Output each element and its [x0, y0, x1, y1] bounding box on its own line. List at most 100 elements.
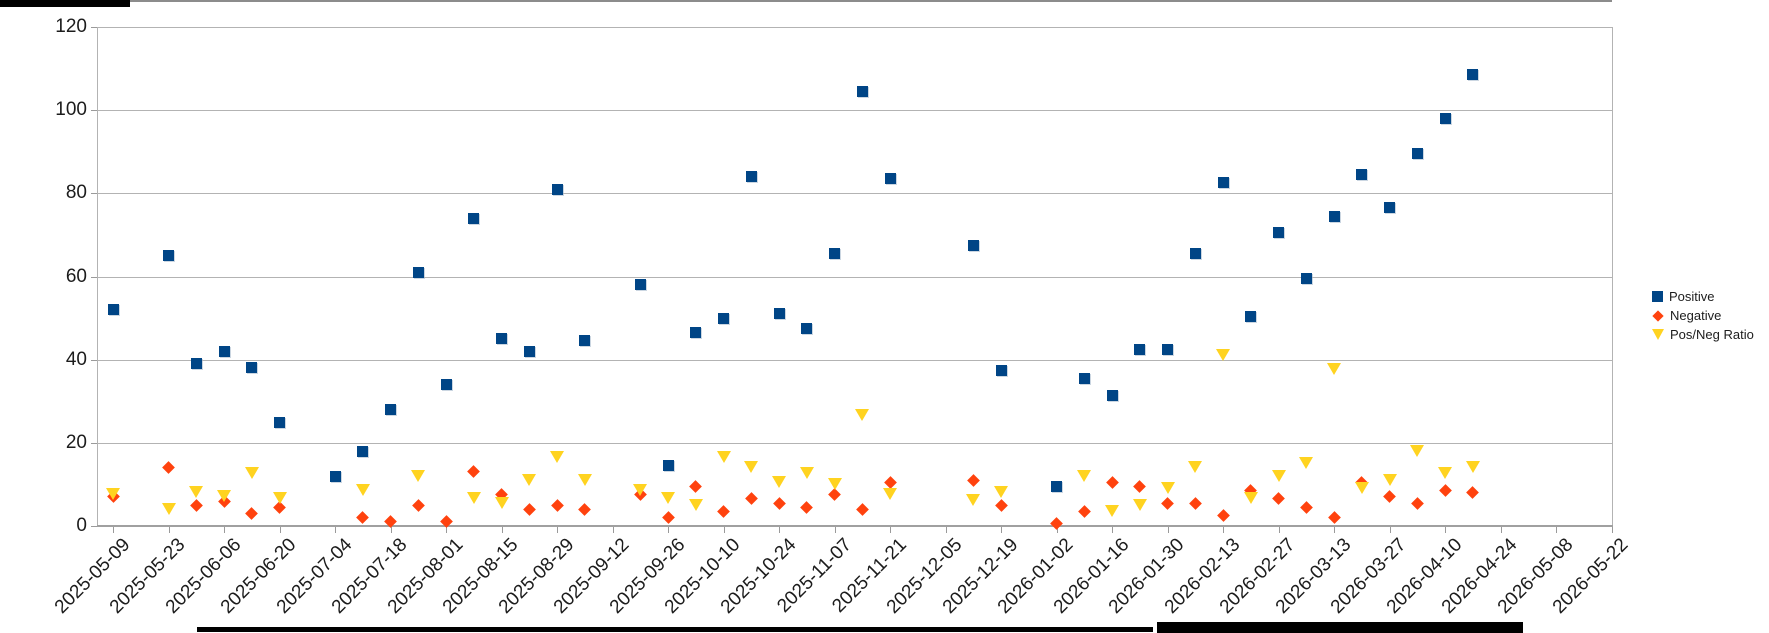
positive-point[interactable]: [1051, 480, 1062, 492]
positive-point[interactable]: [1189, 248, 1201, 260]
ratio-point[interactable]: [217, 490, 231, 503]
negative-point[interactable]: [661, 511, 675, 525]
ratio-point[interactable]: [1105, 504, 1119, 517]
positive-point[interactable]: [329, 470, 341, 482]
positive-point[interactable]: [496, 333, 507, 345]
ratio-point[interactable]: [772, 475, 786, 488]
positive-point[interactable]: [829, 248, 840, 260]
ratio-point[interactable]: [1465, 461, 1480, 474]
negative-point[interactable]: [1216, 509, 1230, 522]
ratio-point[interactable]: [522, 473, 537, 486]
ratio-point[interactable]: [661, 492, 675, 505]
positive-point[interactable]: [773, 308, 785, 320]
negative-point[interactable]: [1299, 500, 1313, 514]
positive-point[interactable]: [357, 445, 369, 457]
ratio-point[interactable]: [411, 469, 426, 482]
ratio-point[interactable]: [1077, 469, 1092, 482]
ratio-point[interactable]: [855, 409, 870, 422]
negative-point[interactable]: [1161, 496, 1174, 510]
positive-point[interactable]: [718, 312, 729, 324]
ratio-point[interactable]: [1271, 469, 1286, 482]
positive-point[interactable]: [246, 362, 258, 374]
ratio-point[interactable]: [161, 502, 176, 515]
negative-point[interactable]: [578, 502, 592, 516]
positive-point[interactable]: [1356, 169, 1368, 181]
positive-point[interactable]: [1467, 69, 1479, 81]
positive-point[interactable]: [1411, 148, 1423, 160]
negative-point[interactable]: [1327, 511, 1341, 525]
ratio-point[interactable]: [883, 488, 897, 501]
ratio-point[interactable]: [966, 494, 981, 507]
ratio-point[interactable]: [1299, 457, 1314, 470]
positive-point[interactable]: [579, 335, 591, 347]
ratio-point[interactable]: [494, 496, 509, 509]
positive-point[interactable]: [690, 327, 702, 339]
negative-point[interactable]: [467, 465, 481, 479]
positive-point[interactable]: [1134, 343, 1146, 355]
ratio-point[interactable]: [1132, 498, 1147, 511]
negative-point[interactable]: [162, 461, 175, 475]
positive-point[interactable]: [1106, 389, 1118, 401]
negative-point[interactable]: [411, 498, 425, 512]
positive-point[interactable]: [634, 279, 646, 291]
negative-point[interactable]: [1105, 475, 1119, 489]
negative-point[interactable]: [855, 502, 869, 516]
ratio-point[interactable]: [1410, 444, 1425, 457]
positive-point[interactable]: [1245, 310, 1257, 322]
ratio-point[interactable]: [994, 486, 1008, 499]
positive-point[interactable]: [523, 345, 535, 357]
ratio-point[interactable]: [1188, 461, 1203, 474]
ratio-point[interactable]: [466, 492, 481, 505]
positive-point[interactable]: [468, 212, 480, 224]
ratio-point[interactable]: [1160, 481, 1175, 494]
positive-point[interactable]: [1300, 273, 1312, 285]
negative-point[interactable]: [966, 473, 980, 487]
negative-point[interactable]: [522, 502, 536, 516]
positive-point[interactable]: [1162, 343, 1173, 355]
negative-point[interactable]: [883, 475, 897, 489]
positive-point[interactable]: [745, 171, 757, 183]
ratio-point[interactable]: [272, 492, 287, 505]
ratio-point[interactable]: [577, 473, 592, 486]
ratio-point[interactable]: [355, 484, 370, 497]
negative-point[interactable]: [189, 498, 203, 512]
negative-point[interactable]: [994, 498, 1008, 512]
negative-point[interactable]: [1133, 480, 1147, 493]
negative-point[interactable]: [245, 507, 259, 520]
ratio-point[interactable]: [1354, 481, 1369, 494]
positive-point[interactable]: [412, 266, 424, 278]
ratio-point[interactable]: [688, 498, 703, 511]
ratio-point[interactable]: [1243, 492, 1258, 505]
positive-point[interactable]: [662, 460, 674, 472]
ratio-point[interactable]: [106, 488, 120, 501]
negative-point[interactable]: [1272, 492, 1285, 506]
negative-point[interactable]: [744, 492, 758, 506]
negative-point[interactable]: [772, 496, 786, 510]
ratio-point[interactable]: [1216, 348, 1230, 361]
legend-item-ratio[interactable]: Pos/Neg Ratio: [1652, 325, 1754, 344]
negative-point[interactable]: [1438, 484, 1452, 498]
ratio-point[interactable]: [633, 484, 648, 497]
positive-point[interactable]: [1217, 177, 1229, 189]
positive-point[interactable]: [856, 85, 868, 97]
ratio-point[interactable]: [550, 450, 564, 463]
negative-point[interactable]: [717, 505, 730, 518]
positive-point[interactable]: [218, 345, 230, 357]
negative-point[interactable]: [1466, 486, 1480, 500]
ratio-point[interactable]: [827, 477, 842, 490]
negative-point[interactable]: [689, 480, 703, 493]
negative-point[interactable]: [800, 500, 814, 514]
negative-point[interactable]: [828, 488, 841, 502]
legend-item-positive[interactable]: Positive: [1652, 287, 1754, 306]
positive-point[interactable]: [551, 183, 563, 195]
ratio-point[interactable]: [1382, 473, 1397, 486]
positive-point[interactable]: [1384, 202, 1395, 214]
negative-point[interactable]: [1050, 517, 1063, 531]
positive-point[interactable]: [385, 404, 396, 416]
positive-point[interactable]: [1328, 210, 1340, 222]
positive-point[interactable]: [107, 304, 119, 316]
positive-point[interactable]: [163, 250, 174, 262]
negative-point[interactable]: [1410, 496, 1424, 510]
legend-item-negative[interactable]: Negative: [1652, 306, 1754, 325]
positive-point[interactable]: [1439, 112, 1451, 124]
